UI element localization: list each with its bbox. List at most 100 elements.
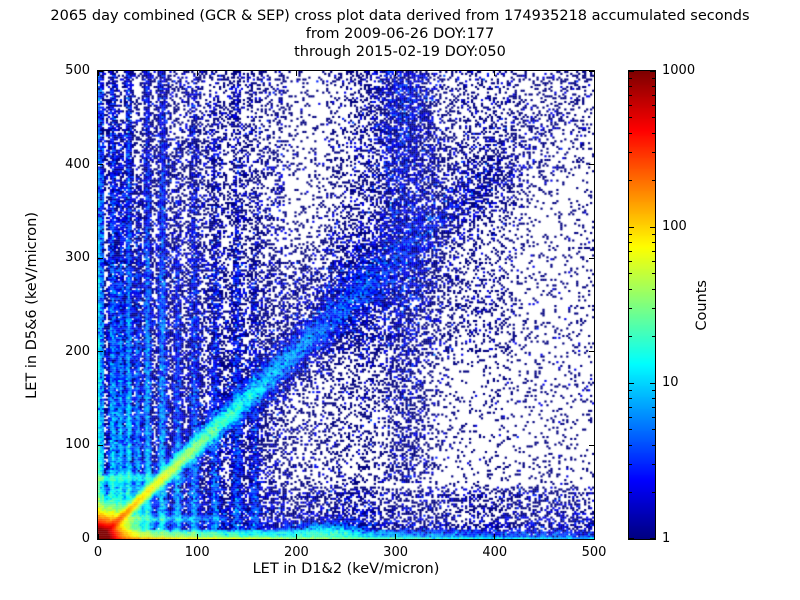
- y-tick-mark: [589, 70, 594, 72]
- y-tick-mark: [98, 351, 103, 353]
- colorbar-minor-tick-mark: [629, 117, 632, 119]
- colorbar-tick-mark: [629, 538, 634, 539]
- y-tick-mark: [98, 444, 103, 446]
- colorbar-minor-tick-mark: [629, 308, 632, 310]
- colorbar-minor-tick-mark: [629, 233, 632, 235]
- x-tick-label: 100: [184, 545, 210, 560]
- colorbar-minor-tick-mark: [652, 250, 655, 252]
- colorbar-minor-tick-mark: [629, 288, 632, 290]
- colorbar-tick-mark: [629, 382, 634, 384]
- y-tick-mark: [98, 257, 103, 259]
- colorbar-minor-tick-mark: [652, 241, 655, 243]
- colorbar-minor-tick-mark: [629, 417, 632, 419]
- colorbar-minor-tick-mark: [629, 250, 632, 252]
- colorbar-minor-tick-mark: [629, 85, 632, 87]
- colorbar-minor-tick-mark: [652, 429, 655, 431]
- colorbar-minor-tick-mark: [629, 397, 632, 399]
- colorbar-minor-tick-mark: [652, 273, 655, 275]
- chart-title-line-1: 2065 day combined (GCR & SEP) cross plot…: [50, 8, 750, 24]
- colorbar-minor-tick-mark: [652, 308, 655, 310]
- colorbar-minor-tick-mark: [629, 261, 632, 263]
- x-tick-label: 200: [283, 545, 309, 560]
- colorbar-minor-tick-mark: [652, 406, 655, 408]
- x-tick-label: 300: [383, 545, 409, 560]
- colorbar-minor-tick-mark: [629, 491, 632, 493]
- y-axis-label: LET in D5&6 (keV/micron): [24, 211, 40, 399]
- y-axis-label-wrap: LET in D5&6 (keV/micron): [20, 70, 44, 540]
- x-tick-mark: [494, 71, 496, 76]
- x-tick-mark: [395, 71, 397, 76]
- x-tick-mark: [97, 534, 99, 539]
- colorbar-minor-tick-mark: [629, 132, 632, 134]
- colorbar-minor-tick-mark: [652, 85, 655, 87]
- x-tick-label: 400: [482, 545, 508, 560]
- y-tick-label: 0: [81, 531, 90, 546]
- x-tick-label: 500: [581, 545, 607, 560]
- chart-title-line-2: from 2009-06-26 DOY:177: [305, 26, 495, 42]
- plot-area: [97, 70, 595, 540]
- chart-title-line-3: through 2015-02-19 DOY:050: [294, 44, 506, 60]
- y-tick-mark: [589, 538, 594, 540]
- colorbar-minor-tick-mark: [652, 179, 655, 181]
- y-tick-mark: [589, 351, 594, 353]
- y-tick-label: 400: [65, 156, 90, 172]
- colorbar-minor-tick-mark: [652, 261, 655, 263]
- x-tick-mark: [295, 534, 297, 539]
- colorbar-minor-tick-mark: [629, 389, 632, 391]
- colorbar-minor-tick-mark: [629, 77, 632, 79]
- colorbar-minor-tick-mark: [629, 105, 632, 107]
- x-tick-mark: [395, 534, 397, 539]
- colorbar-minor-tick-mark: [652, 389, 655, 391]
- colorbar-minor-tick-mark: [629, 464, 632, 466]
- y-tick-label: 300: [65, 250, 90, 266]
- colorbar-minor-tick-mark: [629, 152, 632, 154]
- x-tick-label: 0: [93, 545, 103, 560]
- colorbar-minor-tick-mark: [629, 179, 632, 181]
- colorbar-minor-tick-mark: [652, 491, 655, 493]
- colorbar-minor-tick-mark: [629, 335, 632, 337]
- x-tick-mark: [196, 534, 198, 539]
- y-tick-label: 200: [65, 343, 90, 359]
- colorbar-minor-tick-mark: [652, 132, 655, 134]
- colorbar-minor-tick-mark: [652, 444, 655, 446]
- colorbar-minor-tick-mark: [652, 335, 655, 337]
- y-tick-label: 100: [65, 437, 90, 453]
- colorbar-tick-label: 10: [662, 375, 679, 390]
- colorbar-minor-tick-mark: [629, 273, 632, 275]
- colorbar-tick-mark: [650, 538, 655, 539]
- y-tick-mark: [589, 164, 594, 166]
- colorbar-minor-tick-mark: [652, 464, 655, 466]
- colorbar-tick-label: 100: [662, 219, 687, 234]
- colorbar-minor-tick-mark: [652, 417, 655, 419]
- x-axis-label: LET in D1&2 (keV/micron): [252, 561, 440, 577]
- colorbar-minor-tick-mark: [629, 444, 632, 446]
- y-tick-mark: [98, 70, 103, 72]
- x-tick-mark: [97, 71, 99, 76]
- scatter-density-canvas: [98, 71, 594, 539]
- x-tick-mark: [295, 71, 297, 76]
- x-tick-mark: [196, 71, 198, 76]
- chart-title-block: 2065 day combined (GCR & SEP) cross plot…: [0, 7, 800, 61]
- colorbar-tick-mark: [650, 226, 655, 228]
- colorbar-minor-tick-mark: [629, 406, 632, 408]
- colorbar-tick-mark: [650, 71, 655, 72]
- x-tick-mark: [593, 71, 595, 76]
- colorbar-minor-tick-mark: [629, 241, 632, 243]
- colorbar-minor-tick-mark: [652, 105, 655, 107]
- colorbar-minor-tick-mark: [629, 429, 632, 431]
- colorbar-label-wrap: Counts: [690, 70, 714, 540]
- y-tick-mark: [98, 164, 103, 166]
- colorbar-label: Counts: [694, 279, 710, 331]
- colorbar-gradient-canvas: [629, 71, 655, 539]
- y-tick-mark: [589, 257, 594, 259]
- colorbar-minor-tick-mark: [629, 94, 632, 96]
- colorbar-minor-tick-mark: [652, 94, 655, 96]
- x-tick-mark: [494, 534, 496, 539]
- colorbar-tick-mark: [629, 226, 634, 228]
- y-tick-mark: [589, 444, 594, 446]
- y-tick-label: 500: [65, 63, 90, 78]
- colorbar: [628, 70, 656, 540]
- colorbar-minor-tick-mark: [652, 288, 655, 290]
- colorbar-minor-tick-mark: [652, 77, 655, 79]
